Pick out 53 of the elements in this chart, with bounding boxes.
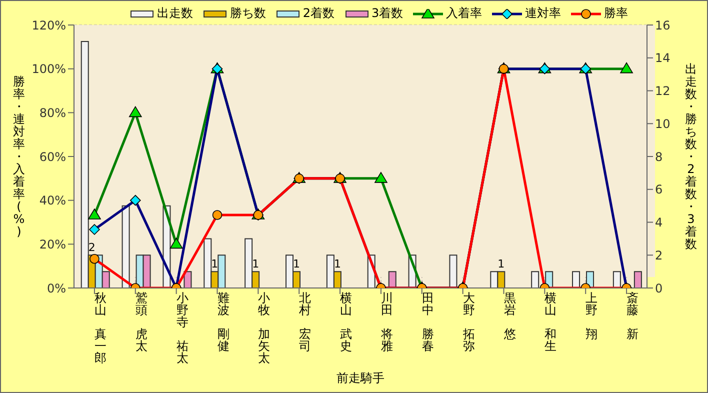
y-tick-label: 60%: [39, 150, 66, 164]
x-tick-label: 小野寺 祐太: [176, 291, 188, 365]
y-tick-label: 20%: [39, 237, 66, 252]
y2-tick-label: 10: [655, 116, 670, 131]
bar: [634, 271, 642, 288]
y-tick-label: 100%: [32, 62, 66, 76]
data-label: 1: [498, 258, 505, 271]
y2-tick-label: 14: [655, 51, 670, 66]
bar: [572, 271, 580, 288]
x-tick-label: 黒岩 悠: [502, 291, 516, 341]
data-label: 1: [211, 258, 218, 271]
legend-label: 勝ち数: [228, 5, 266, 22]
y2-tick-label: 2: [655, 248, 663, 262]
y-tick-label: 120%: [32, 18, 66, 32]
y2-tick-label: 6: [655, 182, 663, 197]
y2-tick-label: 16: [655, 18, 670, 32]
x-tick-label: 鷲頭 虎太: [135, 291, 148, 353]
x-tick-label: 田中 勝春: [422, 291, 434, 353]
y-tick-label: 40%: [39, 194, 66, 208]
x-tick-label: 横山 武史: [340, 291, 352, 353]
data-label: 1: [293, 258, 300, 271]
bar: [449, 254, 458, 288]
x-tick-label: 上野 翔: [586, 291, 598, 341]
data-label: 1: [334, 258, 341, 271]
x-tick-label: 大野 拓弥: [462, 291, 475, 353]
bar: [531, 271, 540, 288]
y2-tick-label: 0: [655, 281, 663, 296]
x-tick-label: 北村 宏司: [298, 291, 312, 353]
x-tick-label: 小牧 加矢太: [258, 291, 270, 365]
x-tick-label: 秋山 真一郎: [94, 291, 106, 365]
y2-tick-label: 8: [655, 150, 663, 164]
x-tick-label: 難波 剛健: [217, 291, 230, 353]
bar: [122, 205, 130, 288]
bar: [612, 271, 621, 288]
text: 勝率・連対率・入着率(%): [13, 74, 25, 238]
y2-tick-label: 4: [655, 216, 663, 230]
x-tick-label: 横山 和生: [544, 291, 557, 353]
y2-tick-label: 12: [655, 84, 670, 98]
legend-label: 連対率: [524, 5, 562, 22]
legend-label: 3着数: [370, 5, 404, 22]
legend-label: 勝率: [603, 5, 628, 22]
data-label: 1: [252, 258, 260, 271]
text: 出走数・勝ち数・2着数・3着数: [685, 62, 697, 251]
x-tick-label: 斎藤 新: [626, 291, 639, 341]
x-axis-title: 前走騎手: [336, 371, 384, 385]
x-tick-label: 川田 将雅: [380, 291, 393, 353]
y-tick-label: 0%: [46, 281, 66, 296]
legend-label: 2着数: [302, 5, 334, 22]
bar: [388, 271, 396, 288]
y-tick-label: 80%: [39, 106, 66, 120]
data-label: 2: [88, 241, 96, 254]
legend-label: 入着率: [445, 5, 482, 22]
legend-label: 出走数: [156, 5, 193, 22]
